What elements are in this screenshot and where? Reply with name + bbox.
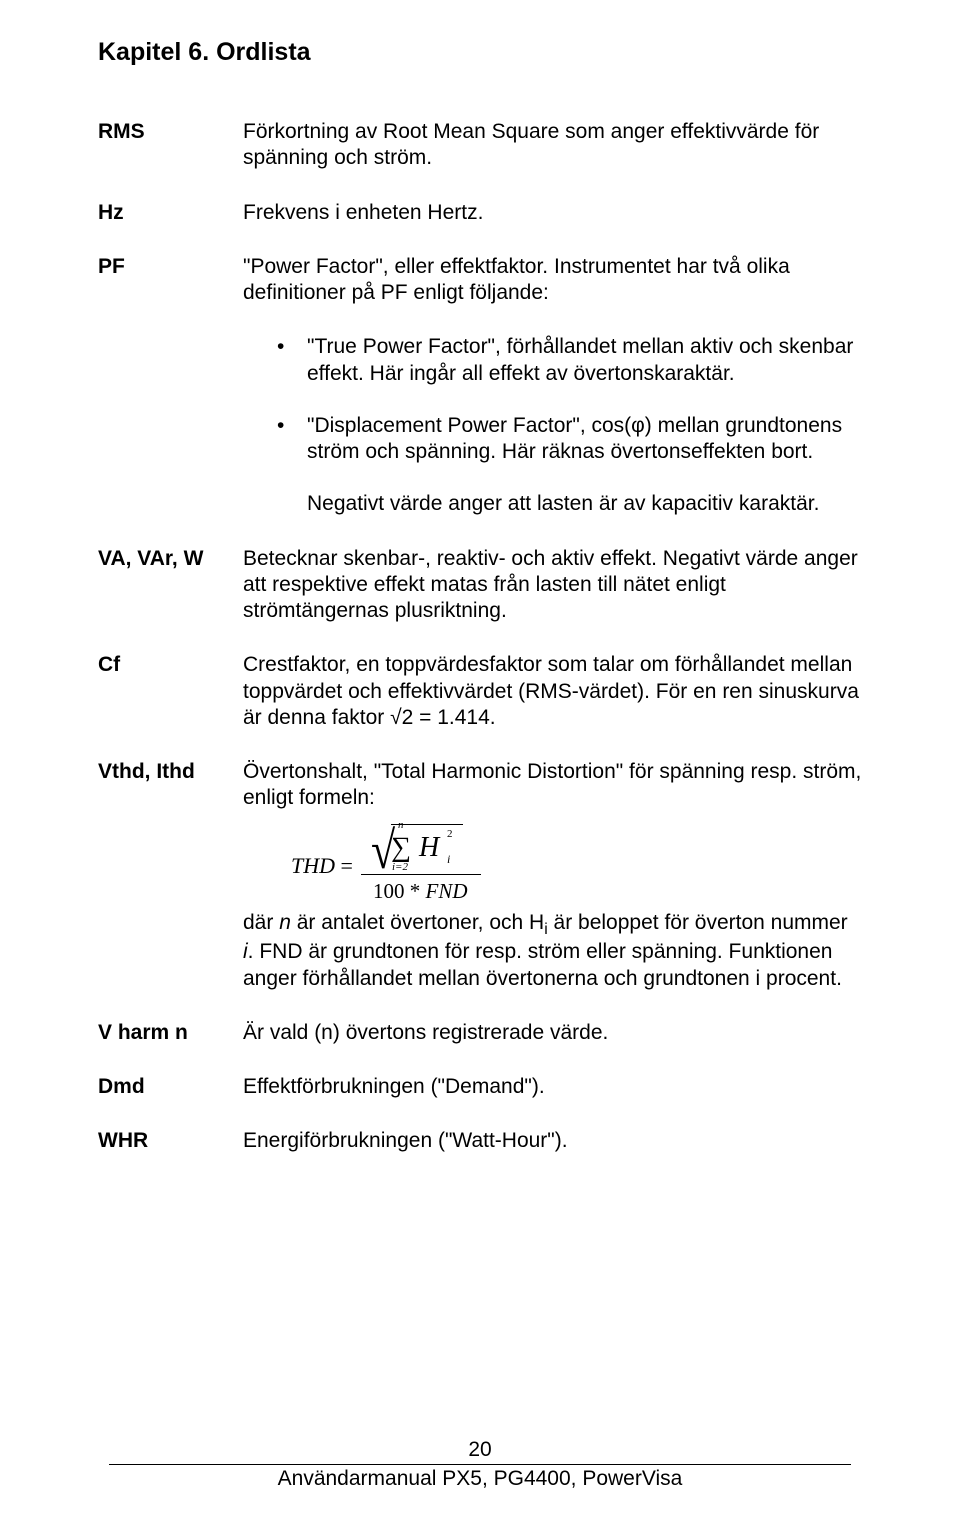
formula-denom: 100 * FND bbox=[373, 878, 468, 904]
def-rms: Förkortning av Root Mean Square som ange… bbox=[243, 119, 862, 172]
def-vharm: Är vald (n) övertons registrerade värde. bbox=[243, 1020, 862, 1046]
def-vthd: Övertonshalt, "Total Harmonic Distortion… bbox=[243, 759, 862, 992]
sigma-lower: i=2 bbox=[392, 861, 408, 875]
glossary-entry: Cf Crestfaktor, en toppvärdesfaktor som … bbox=[98, 652, 862, 731]
bullet-dot-icon: • bbox=[273, 413, 307, 466]
term-cf: Cf bbox=[98, 652, 243, 731]
glossary-entry: Dmd Effektförbrukningen ("Demand"). bbox=[98, 1074, 862, 1100]
def-va: Betecknar skenbar-, reaktiv- och aktiv e… bbox=[243, 546, 862, 625]
glossary-entry: Hz Frekvens i enheten Hertz. bbox=[98, 200, 862, 226]
page-footer: 20 Användarmanual PX5, PG4400, PowerVisa bbox=[0, 1438, 960, 1491]
glossary-entry: Vthd, Ithd Övertonshalt, "Total Harmonic… bbox=[98, 759, 862, 992]
bullet-list: • "True Power Factor", förhållandet mell… bbox=[273, 334, 862, 465]
term-vharm: V harm n bbox=[98, 1020, 243, 1046]
term-dmd: Dmd bbox=[98, 1074, 243, 1100]
term-whr: WHR bbox=[98, 1128, 243, 1154]
note-text: Negativt värde anger att lasten är av ka… bbox=[307, 491, 862, 517]
def-dmd: Effektförbrukningen ("Demand"). bbox=[243, 1074, 862, 1100]
page-number: 20 bbox=[0, 1438, 960, 1462]
formula-lhs: THD = bbox=[291, 852, 353, 880]
formula-H: H bbox=[419, 830, 439, 865]
glossary-entry: VA, VAr, W Betecknar skenbar-, reaktiv- … bbox=[98, 546, 862, 625]
chapter-title: Kapitel 6. Ordlista bbox=[98, 38, 862, 67]
footer-divider bbox=[109, 1464, 851, 1465]
glossary-entry: WHR Energiförbrukningen ("Watt-Hour"). bbox=[98, 1128, 862, 1154]
thd-formula: THD = √ ∑ n i=2 H 2 i 100 * FND bbox=[291, 820, 862, 906]
term-vthd: Vthd, Ithd bbox=[98, 759, 243, 992]
bullet-dot-icon: • bbox=[273, 334, 307, 387]
def-pf: "Power Factor", eller effektfaktor. Inst… bbox=[243, 254, 862, 307]
glossary-entry: V harm n Är vald (n) övertons registrera… bbox=[98, 1020, 862, 1046]
formula-H-sub: i bbox=[447, 852, 450, 867]
bullet-text: "Displacement Power Factor", cos(φ) mell… bbox=[307, 413, 862, 466]
def-cf: Crestfaktor, en toppvärdesfaktor som tal… bbox=[243, 652, 862, 731]
sigma-upper: n bbox=[398, 819, 404, 833]
glossary-entry: RMS Förkortning av Root Mean Square som … bbox=[98, 119, 862, 172]
glossary-entry: PF "Power Factor", eller effektfaktor. I… bbox=[98, 254, 862, 307]
formula-H-sup: 2 bbox=[447, 828, 453, 842]
term-hz: Hz bbox=[98, 200, 243, 226]
def-hz: Frekvens i enheten Hertz. bbox=[243, 200, 862, 226]
vthd-post: där n är antalet övertoner, och Hi är be… bbox=[243, 911, 848, 990]
bullet-text: "True Power Factor", förhållandet mellan… bbox=[307, 334, 862, 387]
term-rms: RMS bbox=[98, 119, 243, 172]
vthd-pre: Övertonshalt, "Total Harmonic Distortion… bbox=[243, 760, 861, 809]
footer-text: Användarmanual PX5, PG4400, PowerVisa bbox=[0, 1467, 960, 1491]
sigma-icon: ∑ bbox=[391, 830, 411, 865]
fraction-line bbox=[361, 874, 481, 876]
term-va: VA, VAr, W bbox=[98, 546, 243, 625]
def-whr: Energiförbrukningen ("Watt-Hour"). bbox=[243, 1128, 862, 1154]
bullet-item: • "Displacement Power Factor", cos(φ) me… bbox=[273, 413, 862, 466]
term-pf: PF bbox=[98, 254, 243, 307]
bullet-item: • "True Power Factor", förhållandet mell… bbox=[273, 334, 862, 387]
